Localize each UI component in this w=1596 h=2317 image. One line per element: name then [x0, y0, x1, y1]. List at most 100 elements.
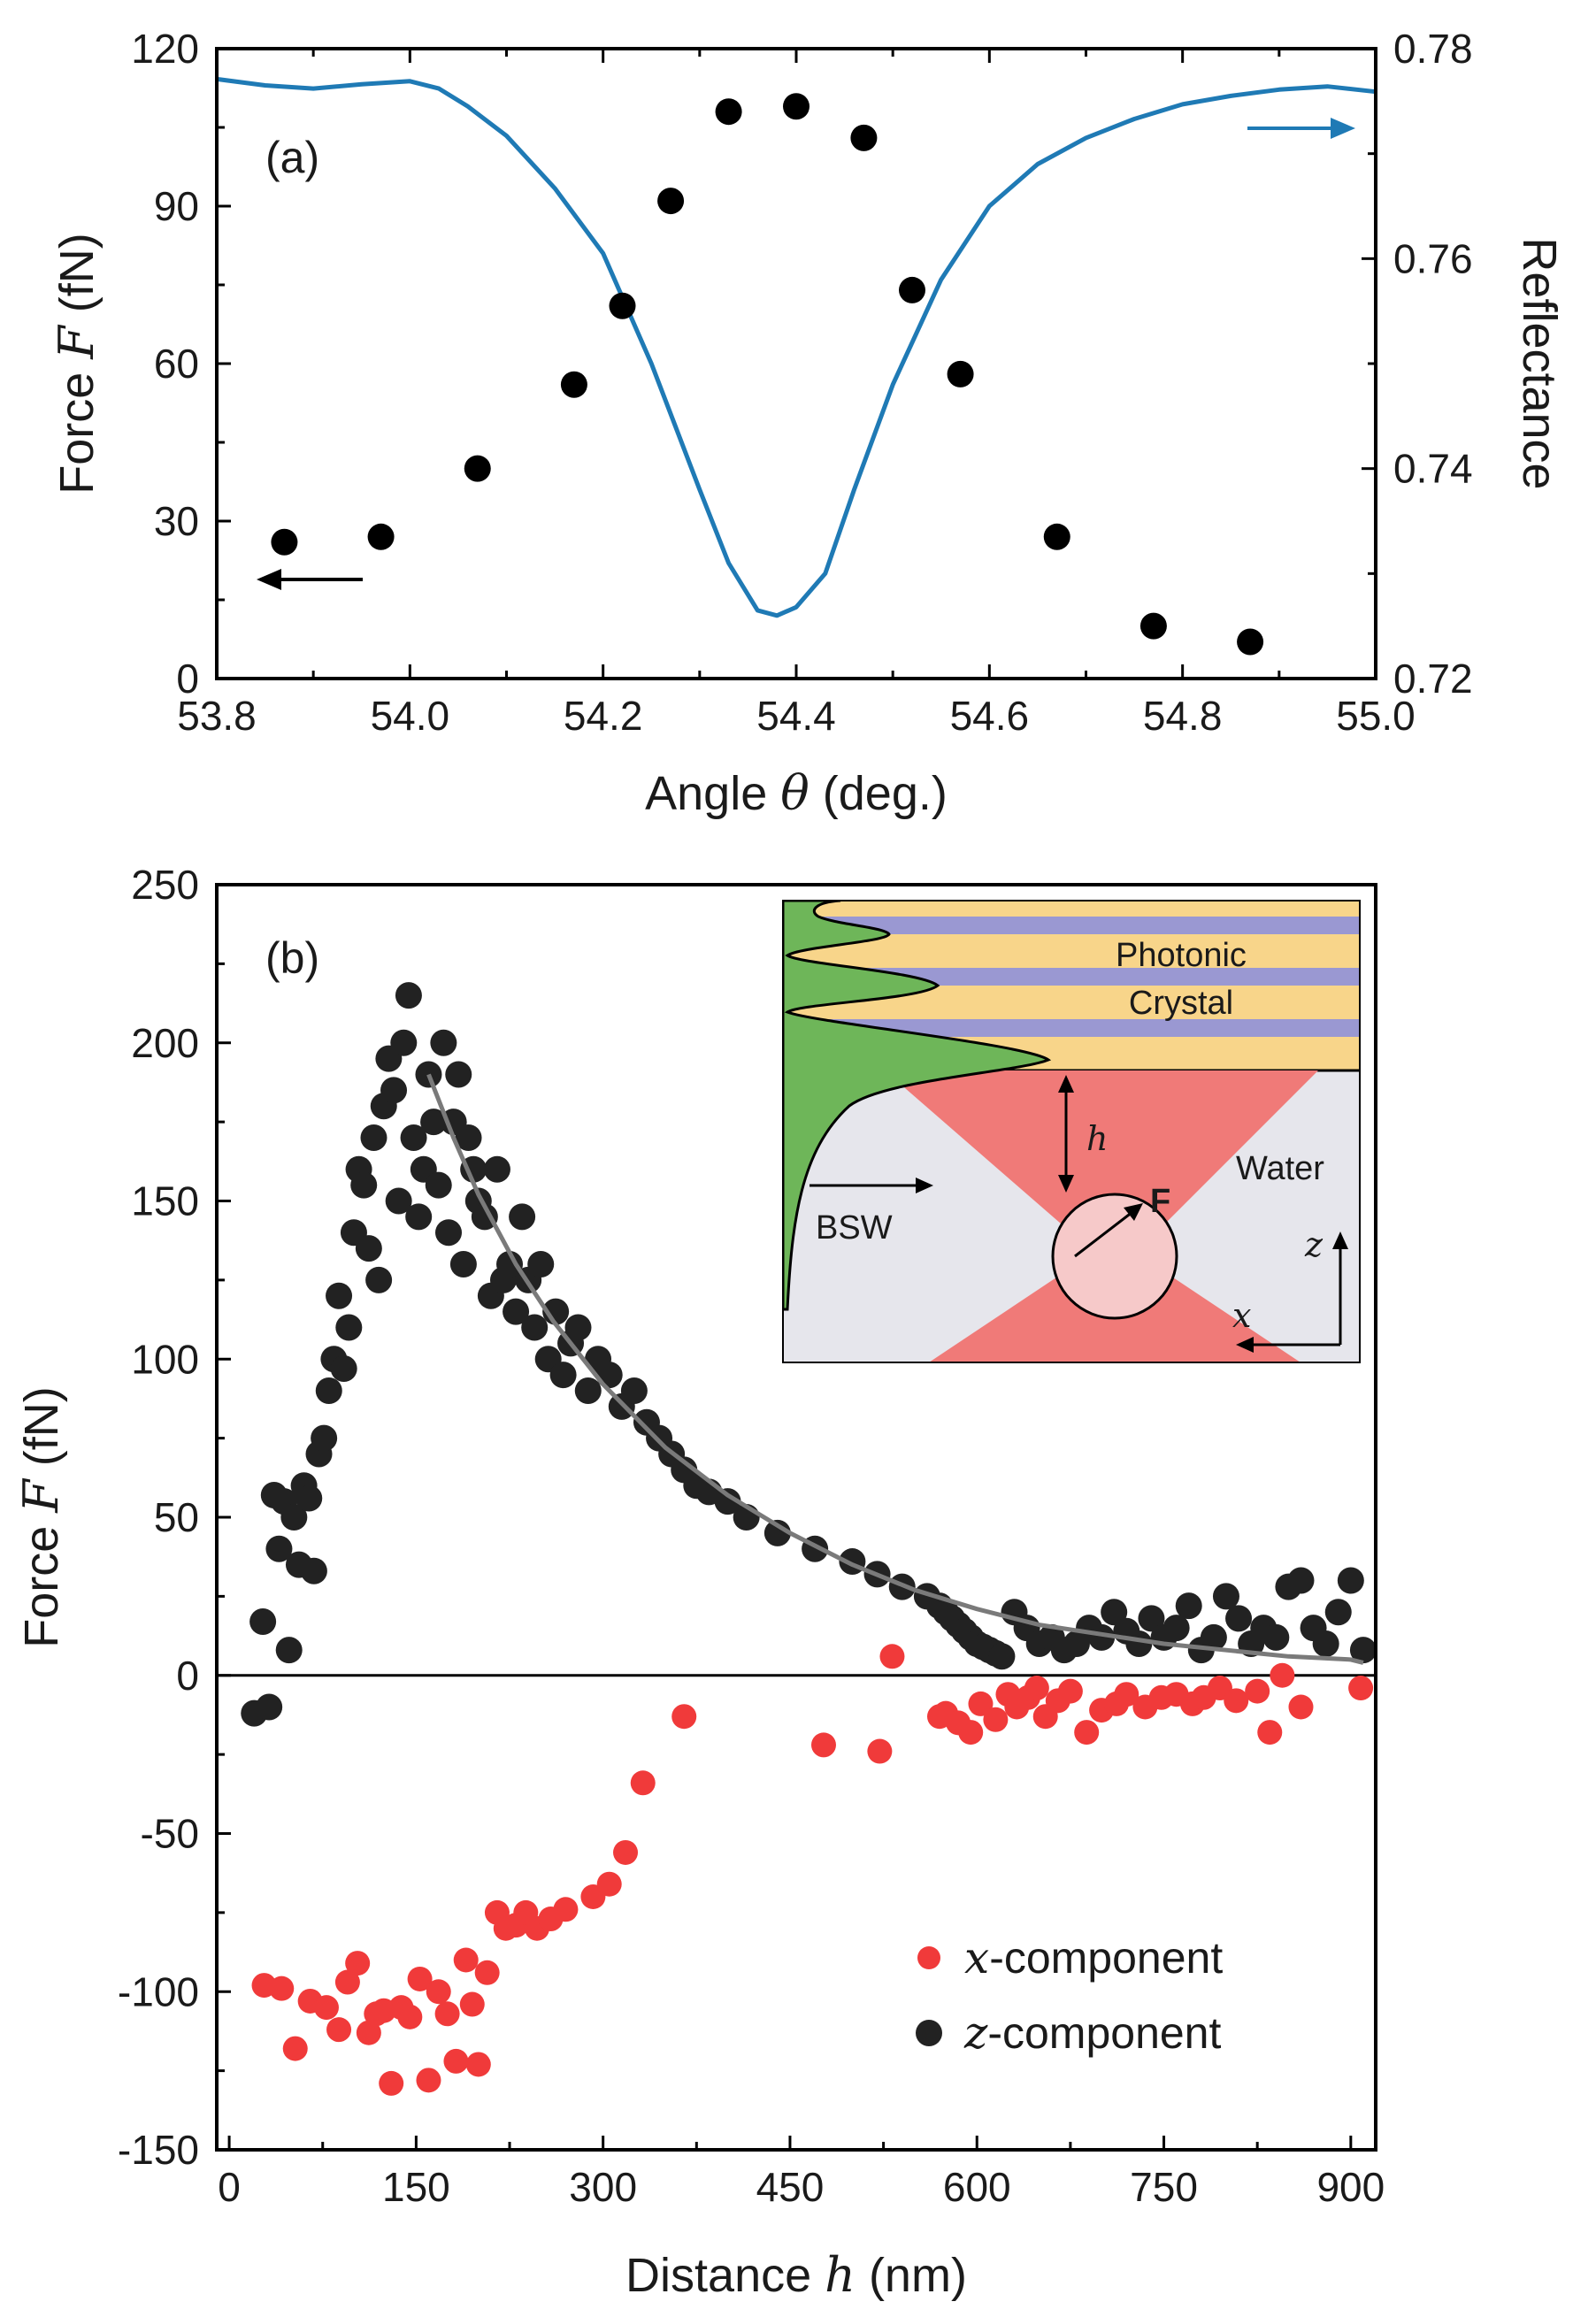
legend-entry-x: x-component [964, 1932, 1223, 1983]
z-point [496, 1251, 524, 1277]
z-point [280, 1504, 308, 1531]
x-point [269, 1976, 295, 2001]
x-point [810, 1732, 836, 1758]
z-point [265, 1535, 293, 1562]
x-point [1024, 1676, 1049, 1701]
x-tick-label: 900 [1316, 2164, 1385, 2210]
x-point [326, 2017, 352, 2043]
z-point [275, 1637, 303, 1664]
z-point [415, 1061, 442, 1088]
x-point [474, 1960, 500, 1985]
z-point [400, 1124, 427, 1151]
z-point [1287, 1567, 1315, 1594]
x-tick-label: 54.8 [1143, 693, 1223, 739]
legend-marker-x [917, 1946, 940, 1969]
y-axis-label-a: Force F (fN) [49, 233, 104, 495]
x-point [958, 1720, 984, 1745]
z-point [1262, 1623, 1290, 1651]
z-point [521, 1314, 549, 1341]
y-tick-label: 60 [154, 341, 199, 387]
ticks-a: 53.8 54.0 54.2 54.4 54.6 54.8 55.0 0 30 60 90 120 0.… [131, 26, 1472, 739]
force-point [1139, 612, 1167, 640]
z-point [1125, 1630, 1153, 1657]
x-point [968, 1691, 994, 1716]
y-tick-label: 100 [131, 1336, 199, 1382]
y-tick-label: 30 [154, 498, 199, 544]
z-point [355, 1235, 382, 1262]
x-point [465, 2052, 491, 2077]
y-tick-label: 0 [176, 1653, 199, 1699]
z-point [330, 1354, 357, 1382]
force-arrow-icon [1074, 1203, 1143, 1258]
z-point [509, 1203, 536, 1231]
y-tick-label: 0 [176, 656, 199, 702]
h-label: h [1086, 1119, 1108, 1158]
z-component-points [241, 982, 1377, 1727]
z-point [300, 1557, 327, 1584]
z-point [249, 1607, 277, 1635]
force-point [271, 528, 298, 556]
x-point [1257, 1720, 1283, 1745]
x-point [434, 2001, 460, 2027]
z-point [549, 1362, 577, 1389]
x-point [1270, 1662, 1295, 1688]
z-point [483, 1155, 510, 1183]
x-point [334, 1969, 360, 1995]
x-point [879, 1644, 905, 1669]
x-axis-label-a: Angle θ (deg.) [645, 765, 948, 821]
photonic-label: Photonic [1116, 937, 1247, 974]
reflectance-curve [216, 76, 1377, 618]
y2-tick-label: 0.72 [1393, 656, 1473, 702]
force-point [850, 124, 878, 151]
bsw-field-profile [783, 901, 1052, 1311]
x-point [1288, 1694, 1314, 1720]
x-point [671, 1704, 697, 1730]
z-point [311, 1424, 338, 1452]
x-tick-label: 150 [382, 2164, 450, 2210]
fit-curve [426, 1073, 1364, 1665]
x-point [1224, 1688, 1249, 1714]
z-point [471, 1203, 498, 1231]
z-point [295, 1485, 323, 1512]
fit-line [426, 1073, 1364, 1665]
x-point [397, 2004, 423, 2029]
x-tick-label: 54.0 [371, 693, 450, 739]
x-point [443, 2048, 469, 2074]
x-point [459, 1991, 485, 2017]
h-arrow-icon [1058, 1075, 1074, 1193]
x-component-points [251, 1644, 1374, 2096]
z-point [564, 1314, 592, 1341]
force-point [1237, 628, 1264, 656]
y-tick-label: -100 [118, 1968, 199, 2014]
force-point [1043, 523, 1070, 550]
y-tick-label: 150 [131, 1178, 199, 1224]
x-point [867, 1738, 893, 1764]
z-point [326, 1282, 353, 1309]
x-tick-label: 54.2 [564, 693, 643, 739]
x-tick-label: 300 [569, 2164, 637, 2210]
x-point [345, 1951, 371, 1976]
x-tick-label: 750 [1130, 2164, 1198, 2210]
z-point [365, 1266, 393, 1293]
y2-tick-label: 0.76 [1393, 235, 1473, 281]
z-point [390, 1029, 418, 1056]
x-point [426, 1979, 451, 2005]
x-point [983, 1707, 1009, 1732]
z-point [1225, 1605, 1253, 1632]
z-point [1138, 1605, 1165, 1632]
z-point [1101, 1599, 1128, 1626]
z-point [763, 1519, 791, 1546]
z-point [449, 1251, 477, 1277]
bsw-arrow-icon [810, 1178, 933, 1193]
x-point [1114, 1682, 1139, 1707]
z-point [256, 1693, 283, 1721]
x-point [282, 2036, 308, 2061]
x-point [1245, 1678, 1270, 1704]
x-point [630, 1770, 656, 1796]
panel-a: 53.8 54.0 54.2 54.4 54.6 54.8 55.0 0 30 60 90 120 0.… [49, 26, 1566, 821]
y2-tick-label: 0.74 [1393, 446, 1473, 492]
force-point [657, 188, 685, 215]
z-point [425, 1171, 452, 1199]
force-point [783, 93, 810, 120]
z-point [1349, 1637, 1377, 1664]
